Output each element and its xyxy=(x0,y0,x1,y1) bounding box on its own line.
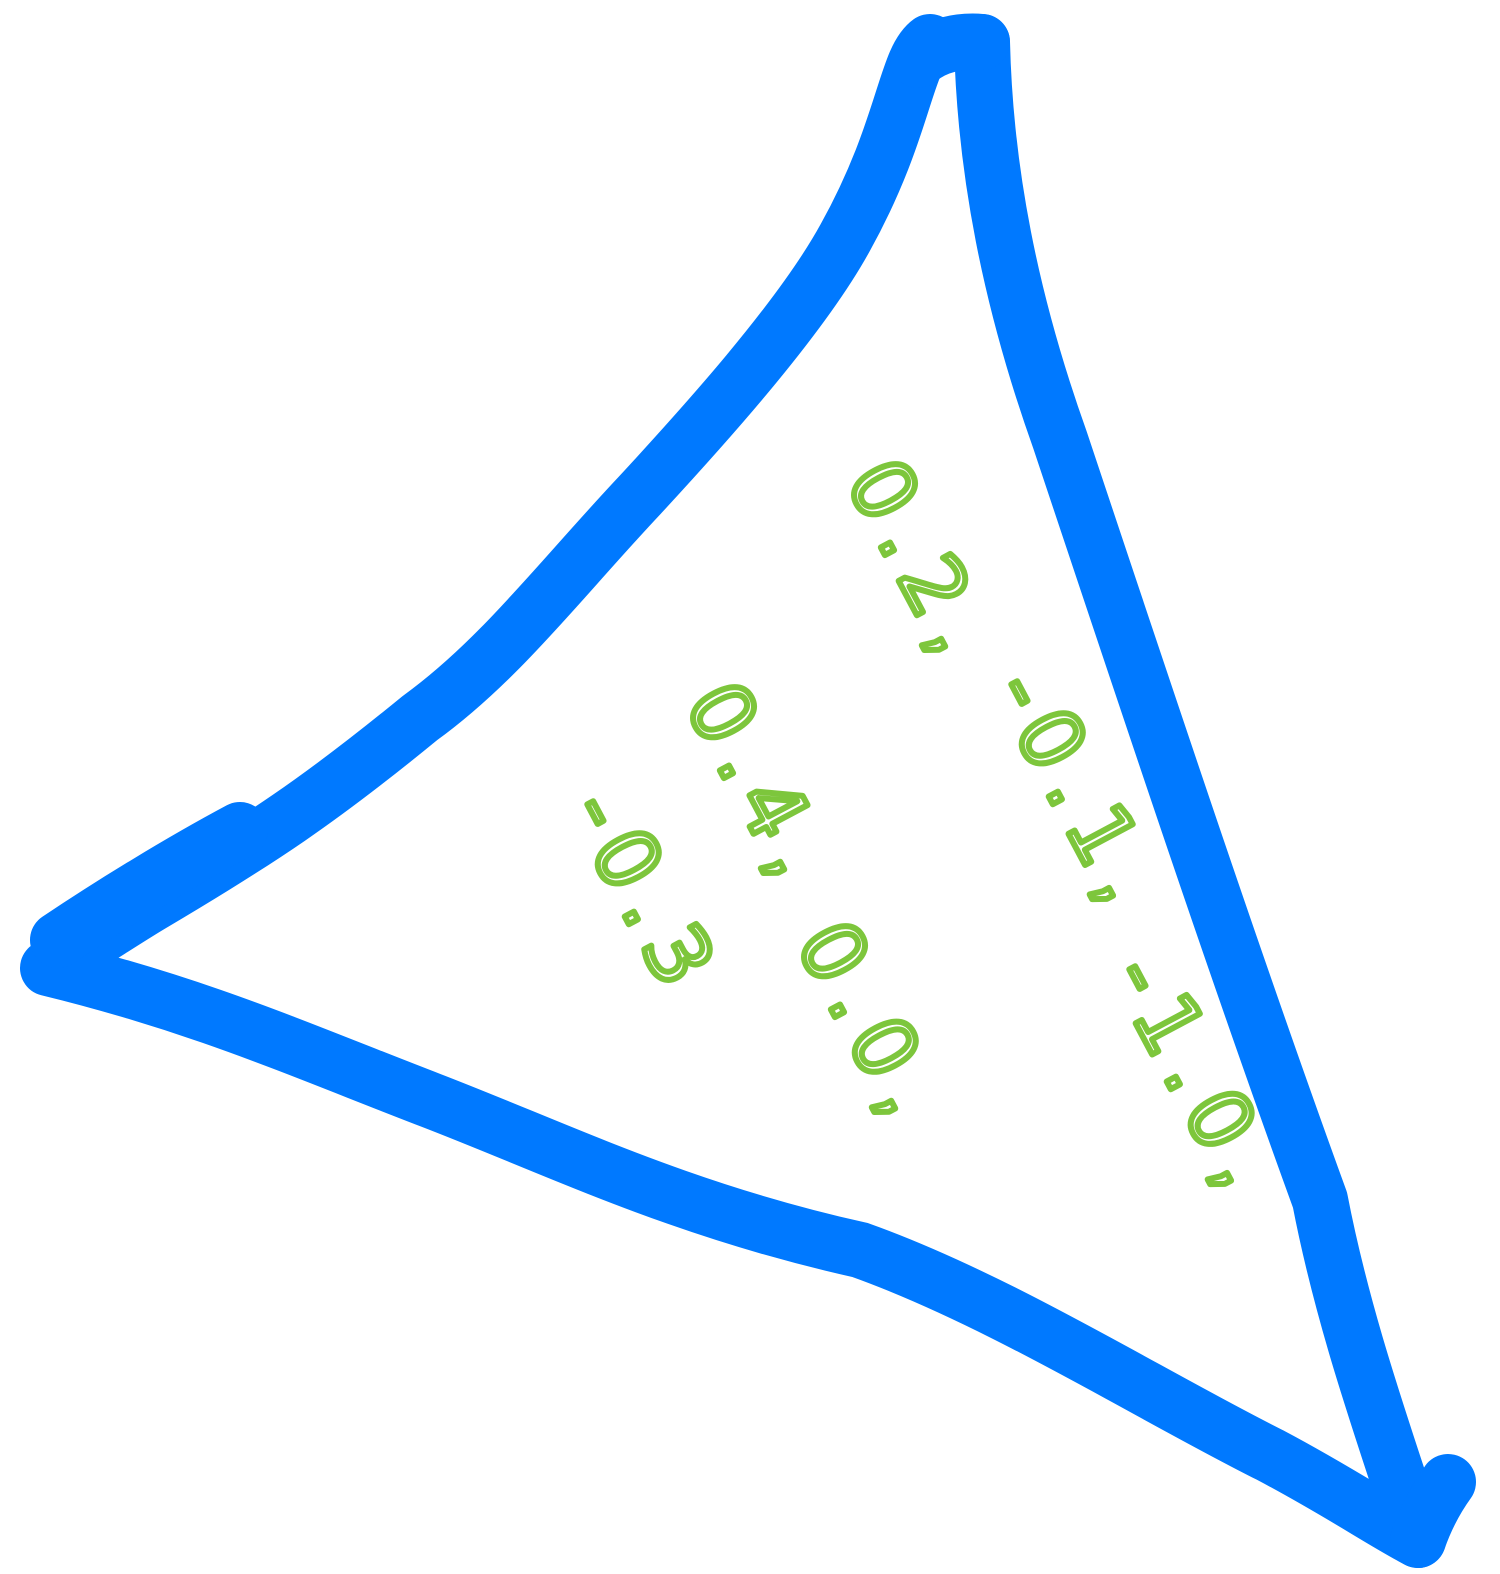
triangle-apex-stroke xyxy=(890,13,1010,88)
value-label: 0.4, xyxy=(666,666,854,903)
triangle-stroke xyxy=(20,14,1446,1568)
triangle-right-corner-stroke xyxy=(1390,1454,1476,1568)
triangle-shape xyxy=(20,13,1476,1568)
triangle-left-corner-stroke xyxy=(30,802,268,968)
value-label: -0.3 xyxy=(550,773,740,1013)
value-label: 0.2, xyxy=(827,443,1015,680)
value-label: 0.0, xyxy=(777,905,965,1142)
